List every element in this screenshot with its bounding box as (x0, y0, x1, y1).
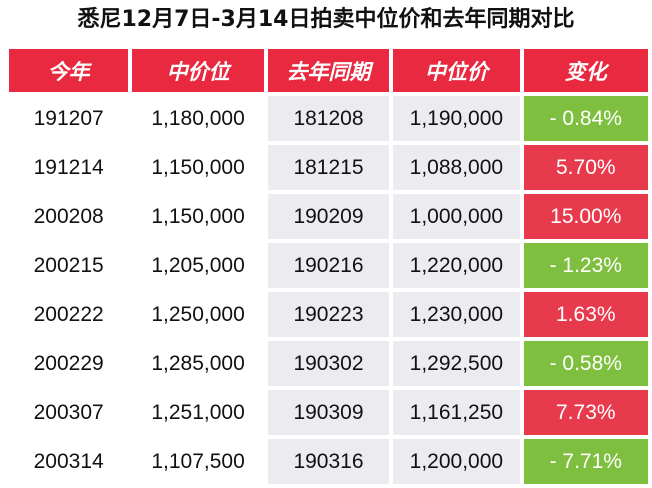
last-median-cell: 1,220,000 (393, 243, 520, 288)
this-median-cell: 1,150,000 (151, 155, 245, 179)
this-median-cell: 1,250,000 (151, 302, 245, 326)
table-row: 191207 1,180,000 181208 1,190,000- 0.84% (9, 96, 648, 141)
table-row: 200208 1,150,000 190209 1,000,000 15.00% (9, 194, 648, 239)
last-year-cell: 190302 (267, 341, 390, 386)
table-row: 200215 1,205,000 190216 1,220,000- 1.23% (9, 243, 648, 288)
change-cell: 1.63% (523, 292, 648, 337)
change-cell: - 1.23% (523, 243, 648, 288)
last-median-cell: 1,000,000 (393, 194, 520, 239)
this-year-cell: 200208 (33, 204, 104, 228)
header-this-median: 中价位 (132, 49, 264, 92)
this-median-cell: 1,107,500 (151, 449, 245, 473)
last-median-cell: 1,190,000 (393, 96, 520, 141)
header-row: 今年 中价位 去年同期 中位价 变化 (9, 49, 648, 92)
change-cell: 5.70% (523, 145, 648, 190)
last-median-cell: 1,292,500 (393, 341, 520, 386)
this-median-cell: 1,205,000 (151, 253, 245, 277)
this-year-cell: 200307 (33, 400, 104, 424)
last-median-cell: 1,088,000 (393, 145, 520, 190)
table-row: 200314 1,107,500 190316 1,200,000- 7.71% (9, 439, 648, 484)
last-year-cell: 190209 (267, 194, 390, 239)
this-median-cell: 1,150,000 (151, 204, 245, 228)
last-year-cell: 190216 (267, 243, 390, 288)
last-median-cell: 1,230,000 (393, 292, 520, 337)
this-year-cell: 200229 (33, 351, 104, 375)
header-change: 变化 (523, 49, 648, 92)
this-year-cell: 200215 (33, 253, 104, 277)
header-last-median: 中位价 (393, 49, 520, 92)
table-row: 200222 1,250,000 190223 1,230,000 1.63% (9, 292, 648, 337)
this-year-cell: 200314 (33, 449, 104, 473)
last-median-cell: 1,161,250 (393, 390, 520, 435)
table-row: 200229 1,285,000 190302 1,292,500- 0.58% (9, 341, 648, 386)
change-cell: - 7.71% (523, 439, 648, 484)
table-row: 191214 1,150,000 181215 1,088,000 5.70% (9, 145, 648, 190)
change-cell: - 0.84% (523, 96, 648, 141)
last-year-cell: 190309 (267, 390, 390, 435)
this-year-cell: 191207 (33, 106, 104, 130)
auction-median-table: 今年 中价位 去年同期 中位价 变化 191207 1,180,000 181208… (5, 45, 652, 488)
header-last-year: 去年同期 (267, 49, 390, 92)
header-this-year: 今年 (9, 49, 129, 92)
change-cell: 7.73% (523, 390, 648, 435)
this-median-cell: 1,285,000 (151, 351, 245, 375)
last-year-cell: 181208 (267, 96, 390, 141)
this-year-cell: 200222 (33, 302, 104, 326)
change-cell: - 0.58% (523, 341, 648, 386)
last-year-cell: 190316 (267, 439, 390, 484)
change-cell: 15.00% (523, 194, 648, 239)
last-year-cell: 190223 (267, 292, 390, 337)
this-median-cell: 1,180,000 (151, 106, 245, 130)
table-row: 200307 1,251,000 190309 1,161,250 7.73% (9, 390, 648, 435)
this-year-cell: 191214 (33, 155, 104, 179)
last-year-cell: 181215 (267, 145, 390, 190)
last-median-cell: 1,200,000 (393, 439, 520, 484)
page-title: 悉尼12月7日-3月14日拍卖中位价和去年同期对比 (77, 7, 575, 32)
this-median-cell: 1,251,000 (151, 400, 245, 424)
